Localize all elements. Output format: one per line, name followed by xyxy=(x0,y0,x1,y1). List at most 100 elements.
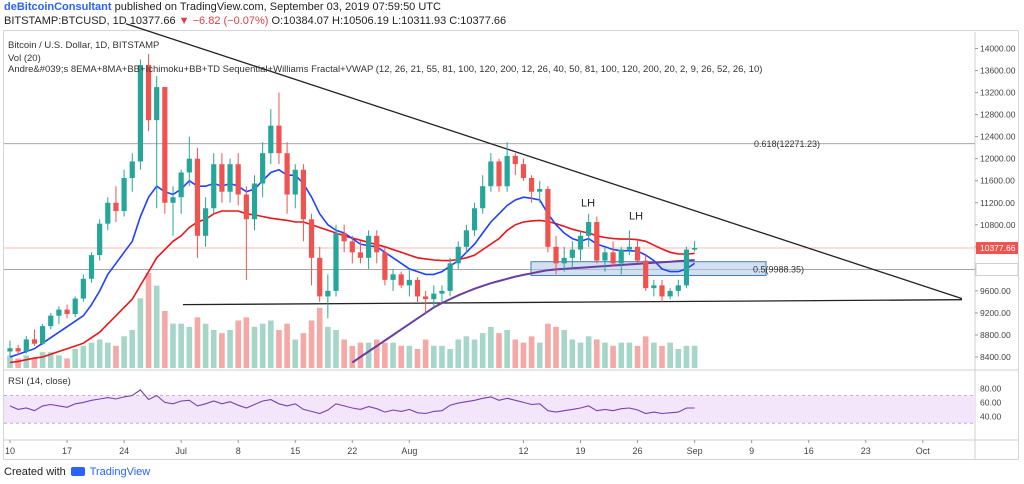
volume-bar xyxy=(683,345,690,368)
volume-bar xyxy=(121,336,127,368)
volume-bar xyxy=(137,298,144,368)
volume-bar xyxy=(219,333,225,368)
volume-bar xyxy=(202,323,209,368)
volume-bar xyxy=(349,345,356,368)
volume-bar xyxy=(602,342,608,368)
candle-body xyxy=(162,87,168,203)
price-tick-label: 11200.00 xyxy=(980,198,1015,208)
time-tick-label: 8 xyxy=(236,446,241,456)
volume-bar xyxy=(569,339,576,368)
price-tick-label: 13600.00 xyxy=(980,66,1016,76)
volume-bar xyxy=(675,349,682,368)
volume-bar xyxy=(594,339,600,368)
volume-bar xyxy=(431,345,437,368)
created-with: Created with xyxy=(4,466,66,478)
time-tick-label: 23 xyxy=(861,446,871,456)
candle-body xyxy=(137,65,143,162)
volume-bar xyxy=(162,311,168,368)
candle-body xyxy=(471,208,478,231)
volume-bar xyxy=(512,339,519,368)
volume-bar xyxy=(72,349,78,368)
volume-bar xyxy=(284,323,290,368)
candle-body xyxy=(317,257,323,297)
volume-bar xyxy=(496,333,502,368)
candle-body xyxy=(659,285,665,297)
volume-bar xyxy=(455,339,462,368)
candle-body xyxy=(23,339,29,352)
time-tick-label: 26 xyxy=(633,446,643,456)
volume-bar xyxy=(504,330,510,368)
price-tick-label: 8400.00 xyxy=(980,352,1011,362)
candle-body xyxy=(203,208,209,236)
volume-bar xyxy=(235,320,241,368)
publish-info: published on TradingView.com, September … xyxy=(114,1,441,13)
candle-body xyxy=(80,278,86,299)
publish-header: deBitcoinConsultant published on Trading… xyxy=(4,1,441,13)
candle-body xyxy=(577,235,584,250)
time-tick-label: Jul xyxy=(175,446,187,456)
volume-bar xyxy=(651,342,657,368)
candle-body xyxy=(154,87,160,121)
volume-bar xyxy=(422,339,429,368)
footer: Created with TradingView xyxy=(4,466,150,478)
time-tick-label: Oct xyxy=(916,446,931,456)
candle-body xyxy=(496,161,502,187)
volume-bar xyxy=(56,355,62,368)
candle-body xyxy=(382,252,388,280)
volume-bar xyxy=(186,326,193,368)
chart-frame xyxy=(3,30,1019,460)
candle-body xyxy=(634,246,641,261)
candle-body xyxy=(341,233,347,242)
candle-body xyxy=(463,230,469,247)
price-change: ▼ −6.82 (−0.07%) xyxy=(178,15,269,27)
candle-body xyxy=(683,249,690,286)
publisher-name[interactable]: deBitcoinConsultant xyxy=(4,1,112,13)
volume-bar xyxy=(23,355,30,368)
candle-body xyxy=(72,298,78,315)
candle-body xyxy=(692,248,698,250)
candle-body xyxy=(300,169,306,220)
candle-body xyxy=(64,309,70,315)
time-tick-label: 15 xyxy=(290,446,300,456)
tradingview-link[interactable]: TradingView xyxy=(89,466,151,478)
candle-body xyxy=(618,249,624,264)
volume-bar xyxy=(39,352,46,368)
fib-0618-label: 0.618(12271.23) xyxy=(754,139,820,149)
price-tick-label: 10800.00 xyxy=(980,220,1016,230)
candle-body xyxy=(211,164,217,209)
candle-body xyxy=(512,155,518,165)
candle-body xyxy=(480,186,486,209)
candle-body xyxy=(406,279,412,286)
candle-body xyxy=(48,315,54,327)
candle-body xyxy=(31,339,38,344)
price-tick-label: 13200.00 xyxy=(980,88,1016,98)
time-tick-label: 16 xyxy=(804,446,814,456)
candle-body xyxy=(170,197,176,203)
volume-bar xyxy=(626,342,633,368)
rsi-tick-label: 60.00 xyxy=(980,397,1002,407)
candle-body xyxy=(520,164,527,178)
ohlc-values: O:10384.07 H:10506.19 L:10311.93 C:10377… xyxy=(271,15,507,27)
volume-bar xyxy=(382,342,388,368)
candle-body xyxy=(569,249,575,258)
volume-bar xyxy=(406,345,413,368)
candle-body xyxy=(553,246,559,264)
rsi-line xyxy=(9,389,695,415)
volume-bar xyxy=(64,358,70,368)
volume-bar xyxy=(145,273,152,368)
candle-body xyxy=(227,164,233,192)
candle-body xyxy=(675,285,681,291)
candle-body xyxy=(243,194,249,220)
volume-bar xyxy=(528,336,535,368)
time-tick-label: 9 xyxy=(749,446,754,456)
time-tick-label: 12 xyxy=(518,446,528,456)
volume-bar xyxy=(300,333,307,368)
price-tick-label: 12000.00 xyxy=(980,154,1016,164)
volume-bar xyxy=(439,345,445,368)
candle-body xyxy=(537,188,543,192)
volume-bar xyxy=(170,323,176,368)
chart-title: Bitcoin / U.S. Dollar, 1D, BITSTAMP xyxy=(8,40,160,51)
candle-body xyxy=(325,290,331,297)
support-trendline xyxy=(182,299,963,306)
candle-body xyxy=(113,202,119,212)
